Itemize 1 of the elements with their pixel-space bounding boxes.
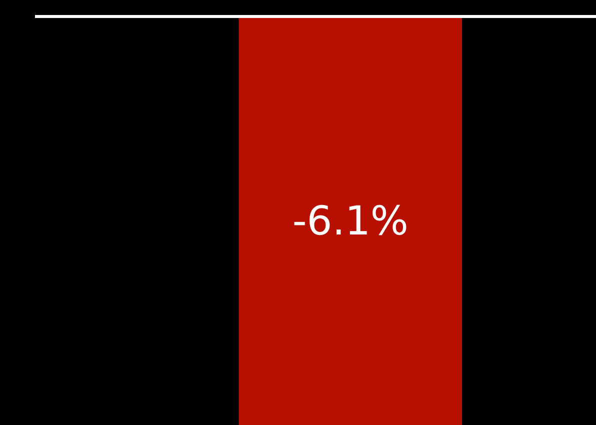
- data-label: -6.1%: [292, 198, 408, 244]
